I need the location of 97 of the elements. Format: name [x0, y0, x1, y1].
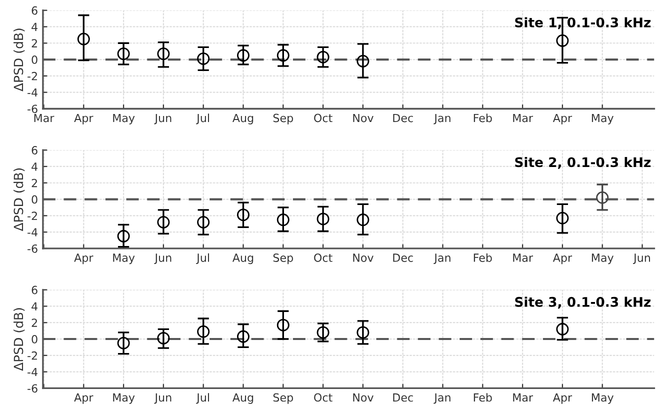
- x-tick-label: May: [592, 393, 614, 404]
- x-tick-label: Nov: [353, 254, 374, 262]
- x-tick-label: Jul: [196, 114, 210, 124]
- y-axis-title: ΔPSD (dB): [14, 308, 25, 371]
- point: [117, 230, 130, 242]
- x-tick-label: May: [592, 254, 614, 264]
- y-tick-label: 2: [32, 178, 37, 188]
- x-tick-label: Jun: [154, 393, 172, 404]
- x-tick-label: Feb: [474, 114, 492, 122]
- x-tick-label: Mar: [513, 254, 534, 262]
- chart-title: Site 1, 0.1-0.3 kHz: [515, 17, 651, 30]
- y-tick-label: -6: [28, 244, 38, 253]
- y-tick-label: 4: [32, 162, 38, 171]
- point: [117, 336, 130, 350]
- point: [197, 216, 210, 228]
- x-tick-label: Jul: [196, 393, 210, 404]
- x-tick-label: Feb: [474, 253, 492, 262]
- x-tick-label: May: [113, 114, 135, 124]
- x-tick-label: Oct: [314, 114, 332, 122]
- y-tick-label: -2: [28, 212, 37, 220]
- point: [316, 212, 330, 226]
- point: [556, 212, 569, 224]
- x-tick-label: Apr: [552, 114, 572, 124]
- point: [556, 34, 569, 47]
- x-tick-label: Sep: [273, 254, 294, 264]
- y-axis-title: ΔPSD (dB): [14, 168, 25, 232]
- x-tick-label: Apr: [74, 254, 94, 264]
- y-tick-label: 0: [32, 195, 38, 204]
- point: [157, 48, 170, 60]
- point: [316, 50, 330, 64]
- point: [356, 214, 370, 226]
- point: [596, 191, 609, 204]
- y-tick-label: -6: [28, 104, 38, 114]
- point: [197, 325, 210, 338]
- x-tick-label: Sep: [273, 114, 294, 124]
- point: [356, 326, 370, 339]
- point: [157, 332, 170, 344]
- point: [117, 48, 130, 60]
- point: [236, 330, 250, 343]
- x-tick-label: Dec: [393, 254, 413, 262]
- y-tick-label: 6: [32, 6, 38, 15]
- point: [276, 214, 290, 226]
- y-tick-label: 2: [32, 318, 37, 327]
- x-tick-label: Mar: [513, 393, 534, 402]
- y-tick-label: -4: [28, 228, 38, 236]
- x-tick-label: Jan: [434, 393, 450, 404]
- y-axis-title: ΔPSD (dB): [14, 28, 25, 92]
- y-tick-label: 4: [32, 302, 38, 310]
- y-tick-label: 6: [32, 286, 38, 294]
- x-tick-label: Jun: [633, 254, 650, 264]
- point: [276, 318, 290, 332]
- x-tick-label: Jan: [434, 254, 450, 264]
- x-tick-label: Aug: [232, 393, 254, 404]
- y-tick-label: -4: [28, 88, 38, 97]
- y-tick-label: -2: [28, 351, 37, 360]
- x-tick-label: Dec: [393, 114, 413, 122]
- y-tick-label: -6: [28, 384, 38, 393]
- x-tick-label: Mar: [513, 114, 534, 122]
- x-tick-label: May: [592, 114, 614, 124]
- x-tick-label: Dec: [393, 393, 413, 402]
- chart-title: Site 3, 0.1-0.3 kHz: [515, 296, 651, 309]
- point: [556, 322, 569, 336]
- x-tick-label: Jun: [154, 254, 172, 264]
- point: [276, 49, 290, 62]
- x-tick-label: Oct: [314, 393, 332, 402]
- point: [236, 208, 250, 222]
- chart-title: Site 2, 0.1-0.3 kHz: [515, 156, 651, 169]
- x-tick-label: Feb: [474, 393, 492, 402]
- x-tick-label: Apr: [74, 393, 94, 404]
- point: [236, 49, 250, 62]
- x-tick-label: Aug: [232, 114, 254, 124]
- y-tick-label: 6: [32, 146, 38, 154]
- point: [77, 32, 90, 46]
- x-tick-label: May: [113, 393, 135, 404]
- y-tick-label: 0: [32, 56, 38, 64]
- y-tick-label: 4: [32, 22, 38, 31]
- x-tick-label: Nov: [353, 114, 374, 122]
- x-tick-label: Nov: [353, 393, 374, 402]
- point: [197, 52, 210, 65]
- x-tick-label: Mar: [34, 114, 54, 122]
- point: [157, 216, 170, 228]
- x-tick-label: May: [113, 254, 135, 264]
- point: [316, 326, 330, 339]
- x-tick-label: Jan: [434, 114, 450, 124]
- x-tick-label: Apr: [552, 393, 572, 404]
- y-tick-label: -2: [28, 72, 37, 80]
- x-tick-label: Jul: [196, 253, 210, 264]
- x-tick-label: Apr: [552, 254, 572, 264]
- x-tick-label: Apr: [74, 114, 94, 124]
- x-tick-label: Jun: [154, 114, 172, 124]
- y-tick-label: -4: [28, 368, 38, 376]
- y-tick-label: 2: [32, 39, 37, 48]
- x-tick-label: Sep: [273, 393, 294, 404]
- point: [356, 54, 370, 68]
- y-tick-label: 0: [32, 334, 38, 344]
- x-tick-label: Aug: [232, 254, 254, 264]
- x-tick-label: Oct: [314, 254, 332, 262]
